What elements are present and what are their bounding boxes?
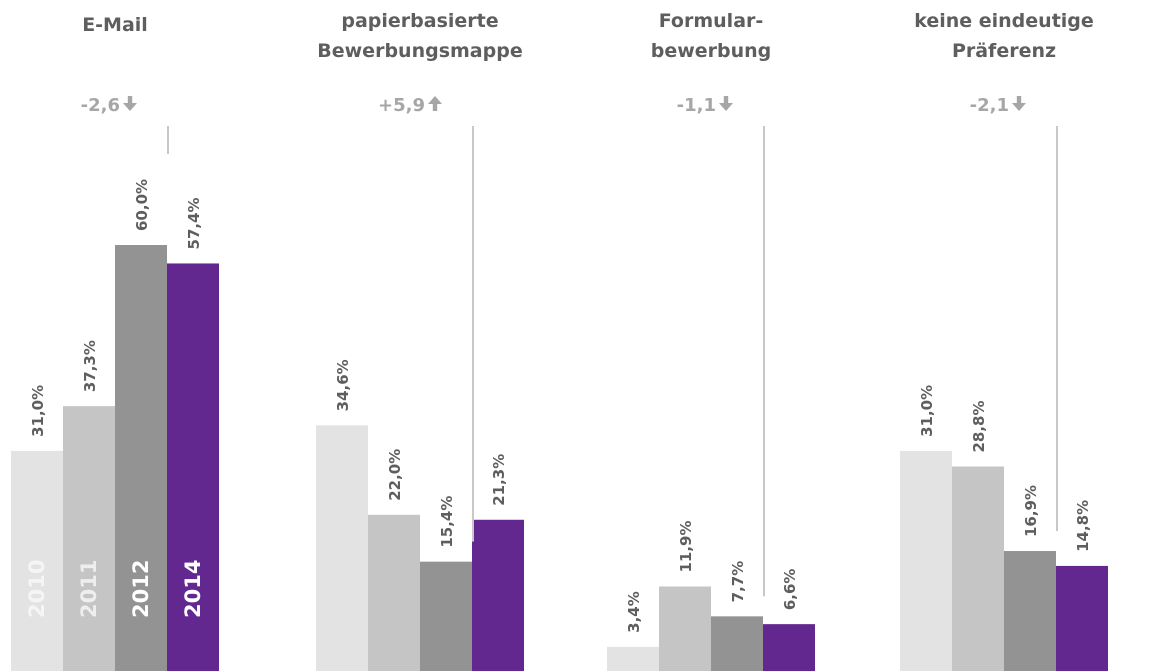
bar-2010-group-4 [900, 450, 952, 671]
bar-2014-group-3 [763, 624, 815, 671]
value-label-2010-group-1: 31,0% [29, 385, 47, 437]
category-title-2-line-2: Bewerbungsmappe [317, 40, 522, 62]
value-label-2012-group-1: 60,0% [133, 179, 151, 231]
bar-2012-group-2 [420, 561, 472, 671]
value-label-2014-group-1: 57,4% [185, 197, 203, 249]
value-label-2014-group-3: 6,6% [781, 569, 799, 611]
category-title-4-line-2: Präferenz [952, 40, 1056, 62]
legend-label-2010: 2010 [25, 560, 49, 618]
value-label-2014-group-4: 14,8% [1074, 500, 1092, 552]
category-title-2-line-1: papierbasierte [341, 10, 498, 32]
bar-2010-group-1 [11, 450, 63, 671]
value-label-2011-group-1: 37,3% [81, 340, 99, 392]
bar-2014-group-4 [1056, 565, 1108, 671]
bar-2014-group-2 [472, 519, 524, 671]
legend-label-2012: 2012 [129, 560, 153, 618]
value-label-2010-group-3: 3,4% [625, 591, 643, 633]
bar-2011-group-4 [952, 466, 1004, 671]
value-label-2012-group-3: 7,7% [729, 561, 747, 603]
change-value-2: +5,9 [378, 95, 425, 116]
arrow-down-icon [719, 96, 733, 111]
category-title-3-line-1: Formular- [659, 10, 764, 32]
legend-label-2011: 2011 [77, 560, 101, 618]
bar-2010-group-3 [607, 646, 659, 671]
bar-2012-group-1 [115, 245, 167, 671]
value-label-2011-group-3: 11,9% [677, 520, 695, 572]
bar-2011-group-3 [659, 586, 711, 671]
bar-2012-group-4 [1004, 551, 1056, 671]
change-value-4: -2,1 [970, 95, 1009, 116]
value-label-2012-group-2: 15,4% [438, 496, 456, 548]
bar-2012-group-3 [711, 616, 763, 671]
value-label-2010-group-4: 31,0% [918, 385, 936, 437]
bar-2010-group-2 [316, 425, 368, 671]
change-value-3: -1,1 [677, 95, 716, 116]
value-label-2010-group-2: 34,6% [334, 359, 352, 411]
arrow-down-icon [1012, 96, 1026, 111]
category-title-4-line-1: keine eindeutige [914, 10, 1094, 32]
value-label-2011-group-2: 22,0% [386, 449, 404, 501]
bar-2014-group-1 [167, 263, 219, 671]
category-title-1-line-1: E-Mail [82, 14, 148, 36]
arrow-up-icon [428, 96, 442, 111]
legend-label-2014: 2014 [181, 560, 205, 618]
bar-2011-group-1 [63, 406, 115, 671]
value-label-2012-group-4: 16,9% [1022, 485, 1040, 537]
change-value-1: -2,6 [81, 95, 120, 116]
bar-2011-group-2 [368, 514, 420, 671]
category-title-3-line-2: bewerbung [651, 40, 772, 62]
value-label-2014-group-2: 21,3% [490, 454, 508, 506]
value-label-2011-group-4: 28,8% [970, 400, 988, 452]
arrow-down-icon [123, 96, 137, 111]
